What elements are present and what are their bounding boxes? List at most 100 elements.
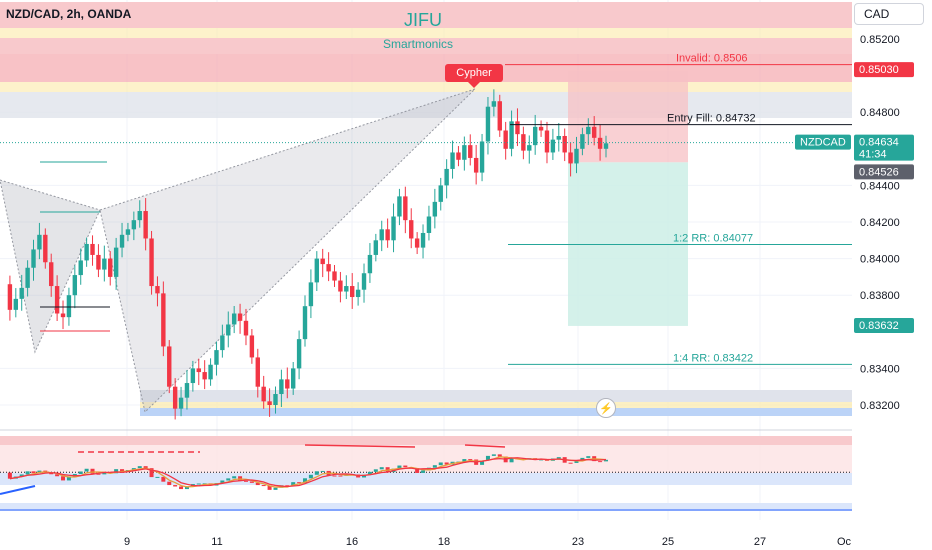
oscillator-candle <box>291 482 296 486</box>
candle-body <box>568 152 573 164</box>
y-tick-label: 0.83200 <box>860 400 900 412</box>
x-tick-label: 25 <box>662 536 674 548</box>
oscillator-candle <box>556 457 561 459</box>
oscillator-candle <box>403 465 408 468</box>
candle-body <box>43 234 48 263</box>
oscillator-candle <box>485 455 490 461</box>
candle-body <box>544 130 550 153</box>
candle-body <box>479 141 485 173</box>
oscillator-candle <box>220 480 225 484</box>
candle-body <box>497 101 502 131</box>
candle-body <box>149 238 154 287</box>
candle-body <box>550 139 556 153</box>
candle-body <box>90 243 95 255</box>
candle-body <box>432 201 438 217</box>
currency-button[interactable]: CAD <box>854 3 924 25</box>
oscillator-candle <box>509 458 514 463</box>
x-tick-label: 9 <box>124 536 130 548</box>
candle-body <box>279 379 284 395</box>
candle-body <box>178 397 184 409</box>
candle-body <box>332 271 337 281</box>
candle-body <box>25 267 30 288</box>
candle-body <box>350 286 355 298</box>
oscillator-trendline <box>0 485 36 495</box>
candle-body <box>515 121 520 135</box>
candle-body <box>13 298 19 310</box>
candle-body <box>202 372 207 380</box>
x-tick-label: 18 <box>438 536 450 548</box>
candle-body <box>320 258 325 265</box>
candle-body <box>137 211 142 221</box>
oscillator-candle <box>155 476 160 478</box>
price-tag <box>854 317 914 333</box>
candle-body <box>473 157 479 173</box>
candle-body <box>285 379 290 389</box>
candle-body <box>196 368 201 373</box>
candle-body <box>597 137 603 149</box>
candle-body <box>509 121 514 149</box>
oscillator-candle <box>143 466 148 469</box>
lightning-icon[interactable]: ⚡ <box>596 398 616 418</box>
candle-body <box>214 350 219 365</box>
oscillator-candle <box>320 470 325 472</box>
candle-body <box>255 357 260 387</box>
supply-zone <box>0 38 852 54</box>
symbol-tag <box>795 134 851 150</box>
candle-body <box>296 339 302 369</box>
candle-body <box>503 130 508 149</box>
candle-body <box>237 313 243 321</box>
candle-body <box>72 275 78 296</box>
symbol-tag-label: NZDCAD <box>800 137 846 149</box>
candle-body <box>391 216 396 241</box>
oscillator-candle <box>580 457 585 461</box>
candle-body <box>31 249 36 268</box>
demand-zone <box>140 402 852 408</box>
candle-body <box>131 220 137 230</box>
oscillator-candle <box>196 483 201 485</box>
oscillator-pane: 80.0000040.000000.0000056.2060350.40616 <box>0 429 932 528</box>
oscillator-candle <box>480 460 485 465</box>
oscillator-candle <box>120 469 125 472</box>
candle-body <box>19 287 24 299</box>
candles <box>7 89 609 420</box>
oscillator-candle <box>297 482 302 484</box>
supply-demand-zones <box>0 2 852 416</box>
oscillator-candle <box>66 477 71 481</box>
oscillator-candle <box>25 471 30 475</box>
price-tag-countdown: 41:34 <box>859 149 887 161</box>
candle-body <box>373 240 379 255</box>
oscillator-candle <box>31 471 36 474</box>
oscillator-candle <box>462 459 467 462</box>
candle-body <box>426 216 432 233</box>
oversold-zone <box>0 503 852 511</box>
overbought-zone <box>0 436 852 445</box>
price-tag <box>854 164 914 180</box>
symbol-title[interactable]: NZD/CAD, 2h, OANDA <box>6 7 132 21</box>
candle-body <box>326 264 331 272</box>
oscillator-candle <box>444 462 449 465</box>
oscillator-candle <box>308 474 313 479</box>
candle-body <box>49 262 54 287</box>
annotation-label: Invalid: 0.8506 <box>676 53 748 65</box>
oscillator-candle <box>432 465 437 468</box>
candle-body <box>7 284 13 310</box>
candle-body <box>167 346 172 387</box>
candle-body <box>532 126 538 146</box>
demand-zone <box>140 390 852 402</box>
candle-body <box>78 260 83 276</box>
oscillator-candle <box>438 462 443 466</box>
candle-body <box>231 313 237 325</box>
candle-body <box>155 286 160 294</box>
x-tick-label: 27 <box>754 536 766 548</box>
oscillator-candle <box>179 486 184 490</box>
x-tick-label: 16 <box>346 536 358 548</box>
supply-zone <box>0 28 852 38</box>
price-tag-value: 0.84634 <box>859 137 899 149</box>
candle-body <box>119 234 125 248</box>
y-tick-label: 0.84000 <box>860 254 900 266</box>
candle-body <box>456 152 461 160</box>
price-tag-label: 0.84526 <box>859 166 899 178</box>
oscillator-candle <box>285 485 290 487</box>
supply-zone <box>0 92 852 118</box>
